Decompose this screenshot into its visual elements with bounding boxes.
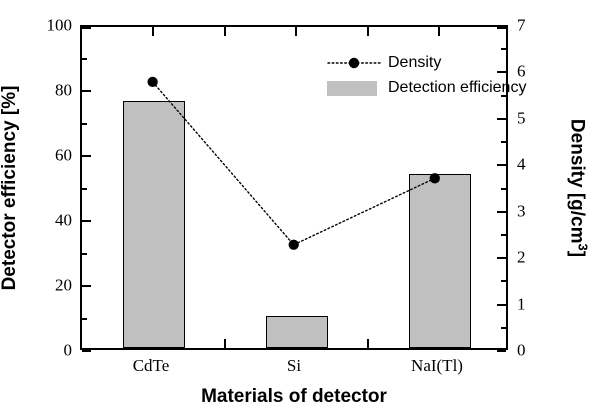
y-axis-right-ticklabel: 0 <box>517 340 526 360</box>
density-point-si <box>288 239 299 250</box>
y-axis-right-minor-tick <box>501 233 506 236</box>
density-line <box>151 81 436 246</box>
y-axis-left-title: Detector efficiency [%] <box>0 85 20 291</box>
y-axis-left-minor-tick <box>82 57 87 60</box>
y-axis-left-major-tick <box>82 90 91 92</box>
x-axis-tick-top <box>152 27 154 36</box>
density-legend-icon <box>327 57 381 68</box>
y-axis-left-major-tick <box>82 285 91 287</box>
gray-swatch-icon <box>327 80 377 96</box>
y-axis-left-minor-tick <box>82 252 87 255</box>
y-axis-left-ticklabel: 80 <box>55 80 72 100</box>
y-axis-left-ticklabel: 0 <box>63 340 73 360</box>
bar-cdte <box>123 101 185 348</box>
y-axis-right-minor-tick <box>501 141 506 144</box>
y-axis-left-ticklabel: 40 <box>55 210 72 230</box>
y-axis-right-minor-tick <box>501 94 506 97</box>
y-axis-right-major-tick <box>497 164 506 167</box>
y-axis-right-title: Density [g/cm3] <box>565 119 590 257</box>
x-axis-title: Materials of detector <box>201 386 387 407</box>
legend-label-detection-efficiency: Detection efficiency <box>388 78 527 96</box>
y-axis-right-major-tick <box>497 257 506 260</box>
legend-item-detection-efficiency: Detection efficiency <box>327 75 526 100</box>
y-axis-right-minor-tick <box>501 48 506 51</box>
bar-si <box>266 315 328 348</box>
y-axis-left-ticklabel: 60 <box>55 145 72 165</box>
y-axis-right-minor-tick <box>501 280 506 283</box>
y-axis-right-ticklabel: 5 <box>517 108 526 128</box>
y-axis-right-major-tick <box>497 117 506 120</box>
x-axis-tick-top <box>438 27 440 36</box>
y-axis-left-major-tick <box>82 27 91 29</box>
y-axis-left-minor-tick <box>82 317 87 320</box>
y-axis-right-title-exponent: 3 <box>575 243 591 251</box>
legend-key-efficiency-swatch <box>327 79 381 97</box>
legend-key-density-line <box>327 54 381 72</box>
y-axis-right-major-tick <box>497 71 506 74</box>
x-axis-tick-top <box>224 27 226 36</box>
y-axis-right-major-tick <box>497 350 506 352</box>
legend-label-density: Density <box>388 53 442 71</box>
density-point-nai <box>429 173 440 184</box>
x-axis-ticklabel-cdte: CdTe <box>132 356 170 375</box>
x-axis-ticklabel-si: Si <box>286 356 302 375</box>
y-axis-left-minor-tick <box>82 122 87 125</box>
x-axis-ticklabel-nai: NaI(Tl) <box>411 356 463 375</box>
y-axis-right-title-text: Density [g/cm <box>566 118 588 244</box>
y-axis-right-ticklabel: 3 <box>517 201 526 221</box>
y-axis-right-major-tick <box>497 303 506 306</box>
chart-legend: Density Detection efficiency <box>327 50 526 100</box>
plot-area: Density Detection efficiency <box>80 25 526 352</box>
y-axis-left-major-tick <box>82 350 91 352</box>
y-axis-right-ticklabel: 1 <box>517 294 526 314</box>
y-axis-right-ticklabel: 2 <box>517 247 526 267</box>
x-axis-tick-top <box>367 27 369 36</box>
y-axis-left-ticklabel: 20 <box>55 275 72 295</box>
density-series <box>147 76 440 250</box>
legend-item-density: Density <box>327 50 519 75</box>
density-point-cdte <box>147 76 158 88</box>
y-axis-left-major-tick <box>82 155 91 157</box>
x-axis-tick <box>367 339 369 348</box>
y-axis-right-ticklabel: 6 <box>517 61 526 81</box>
y-axis-left-major-tick <box>82 220 91 222</box>
bar-nai <box>409 174 471 348</box>
y-axis-right-ticklabel: 7 <box>517 15 526 35</box>
x-axis-tick <box>224 339 226 348</box>
y-axis-right-major-tick <box>497 210 506 213</box>
y-axis-right-minor-tick <box>501 326 506 329</box>
y-axis-right-title-bracket: ] <box>566 250 588 258</box>
y-axis-right-minor-tick <box>501 187 506 190</box>
x-axis-tick-top <box>295 27 297 36</box>
y-axis-left-ticklabel: 100 <box>46 15 73 35</box>
y-axis-right-major-tick <box>497 27 506 29</box>
y-axis-right-ticklabel: 4 <box>517 154 526 174</box>
y-axis-left-minor-tick <box>82 187 87 190</box>
